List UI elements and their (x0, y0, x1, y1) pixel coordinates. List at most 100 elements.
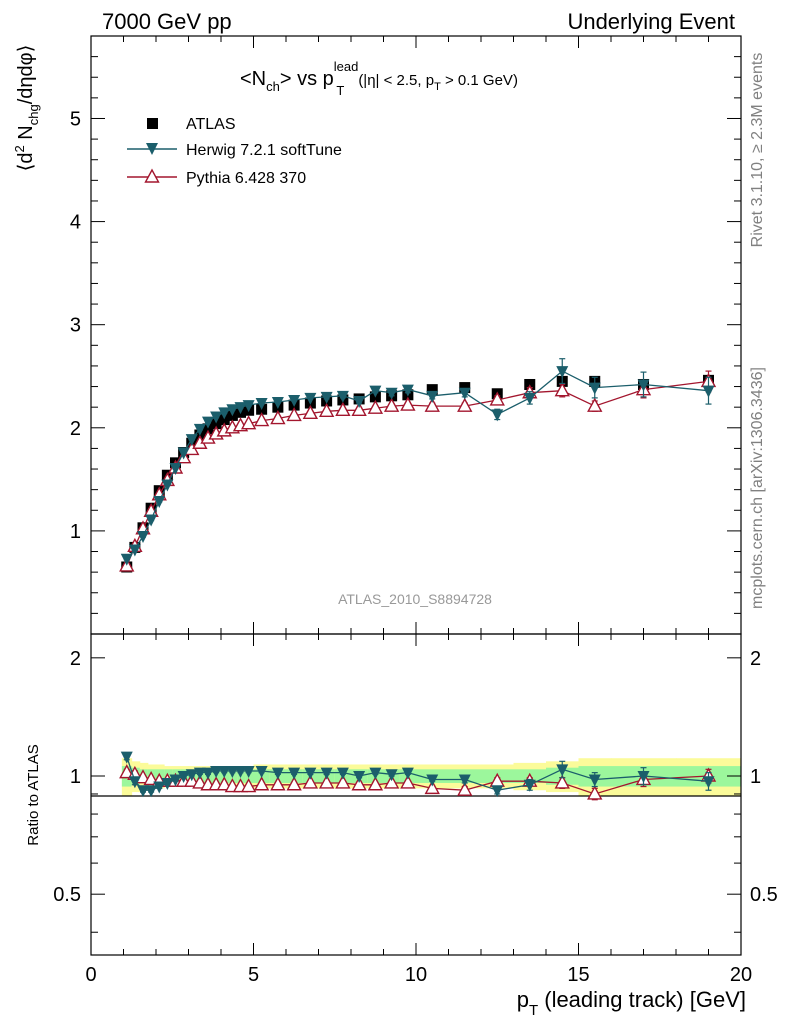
herwig-point (491, 409, 504, 422)
herwig-ratio-point (702, 776, 715, 789)
herwig-ratio-point (353, 771, 366, 784)
herwig-point (523, 392, 536, 405)
herwig-ratio-point (177, 771, 190, 784)
pythia-point (367, 399, 384, 414)
xtick-label: 10 (405, 964, 427, 986)
rivet-label: Rivet 3.1.10, ≥ 2.3M events (749, 53, 766, 248)
herwig-point (288, 394, 301, 407)
atlas-point (459, 382, 471, 394)
ratio-band-inner (229, 769, 238, 783)
pythia-point (383, 397, 400, 412)
herwig-line (126, 370, 709, 560)
title-n: <N (240, 68, 266, 90)
legend-atlas-marker (147, 118, 158, 129)
herwig-ratio-point (202, 767, 214, 780)
pythia-point (335, 401, 351, 416)
herwig-ratio-point (369, 767, 382, 780)
herwig-ratio-point (128, 776, 141, 789)
herwig-point (320, 391, 333, 404)
xtick-label: 20 (730, 964, 752, 986)
legend-herwig-marker (146, 143, 158, 155)
pythia-point (318, 402, 335, 417)
herwig-ratio-point (556, 764, 569, 777)
herwig-point (369, 385, 382, 398)
herwig-point (137, 531, 149, 544)
legend-herwig-label: Herwig 7.2.1 softTune (186, 142, 342, 159)
herwig-ratio-point (385, 769, 398, 782)
xtick-label: 5 (248, 964, 259, 986)
herwig-ratio-point (185, 769, 198, 782)
herwig-point (234, 402, 247, 415)
herwig-ratio-point (255, 765, 268, 778)
herwig-ratio-point (218, 765, 231, 778)
herwig-point (336, 390, 349, 403)
pythia-point (424, 397, 440, 412)
ratio-series-layer (119, 751, 717, 801)
pythia-line (126, 380, 709, 567)
herwig-point (255, 398, 268, 411)
ratio-ylabel: Ratio to ATLAS (25, 744, 42, 845)
main-ylabel-part1: ⟨d (15, 152, 37, 171)
pythia-ratio-point (400, 774, 416, 789)
title-cut-sub: T (434, 81, 441, 93)
pythia-ratio-point (216, 776, 232, 791)
herwig-point (353, 395, 366, 408)
pythia-ratio-point (240, 778, 257, 793)
herwig-point (145, 514, 158, 527)
herwig-point (242, 400, 255, 413)
herwig-ratio-point (288, 767, 301, 780)
atlas-point (210, 418, 222, 430)
herwig-ratio-point (120, 751, 133, 764)
main-ylabel-sub: chg (26, 104, 41, 125)
pythia-point (587, 397, 603, 412)
main-ytick-label: 1 (70, 521, 81, 543)
pythia-point (489, 391, 505, 406)
xtick-label: 15 (567, 964, 589, 986)
herwig-ratio-point (145, 785, 158, 798)
herwig-ratio-point (137, 785, 149, 798)
herwig-point (588, 382, 601, 395)
ratio-ytick-label-right: 2 (750, 648, 761, 670)
title-p-sub: T (336, 83, 344, 98)
title-p-sup: lead (334, 59, 359, 74)
pythia-point (554, 382, 570, 397)
herwig-point (193, 423, 206, 436)
title-cut-a: (|η| < 2.5, p (358, 72, 434, 89)
legend-pythia-label: Pythia 6.428 370 (186, 170, 306, 187)
title-vs: > vs p (280, 68, 334, 90)
herwig-point (385, 387, 398, 400)
herwig-ratio-point (637, 771, 650, 784)
herwig-point (271, 397, 284, 410)
herwig-ratio-point (304, 767, 317, 780)
main-ylabel-part2: N (15, 125, 37, 145)
herwig-point (426, 390, 439, 403)
main-ytick-label: 5 (70, 108, 81, 130)
main-series-layer (119, 358, 717, 573)
herwig-ratio-point (458, 774, 471, 787)
pythia-ratio-point (554, 774, 570, 789)
herwig-point (153, 495, 166, 508)
herwig-point (169, 463, 182, 476)
herwig-point (401, 384, 414, 397)
herwig-ratio-point (193, 767, 206, 780)
herwig-ratio-point (523, 779, 536, 792)
pythia-ratio-point (143, 770, 159, 786)
pythia-ratio-point (367, 776, 384, 791)
herwig-point (120, 553, 133, 566)
title-n-sub: ch (266, 79, 280, 94)
herwig-ratio-point (226, 765, 239, 778)
main-ylabel-sup: 2 (12, 145, 27, 152)
pythia-ratio-point (270, 776, 286, 791)
pythia-ratio-point (119, 764, 135, 779)
ratio-band-inner (221, 769, 230, 783)
mcplots-label: mcplots.cern.ch [arXiv:1306.3436] (749, 367, 766, 609)
pythia-ratio-point (587, 785, 603, 800)
pythia-ratio-point (457, 781, 473, 796)
herwig-ratio-point (401, 767, 414, 780)
header-right: Underlying Event (567, 9, 735, 34)
pythia-ratio-point (335, 774, 351, 789)
main-ytick-label: 2 (70, 418, 81, 440)
pythia-point (400, 396, 416, 411)
ratio-ytick-label-right: 1 (750, 766, 761, 788)
xaxis-label-rest: (leading track) [GeV] (538, 987, 746, 1012)
